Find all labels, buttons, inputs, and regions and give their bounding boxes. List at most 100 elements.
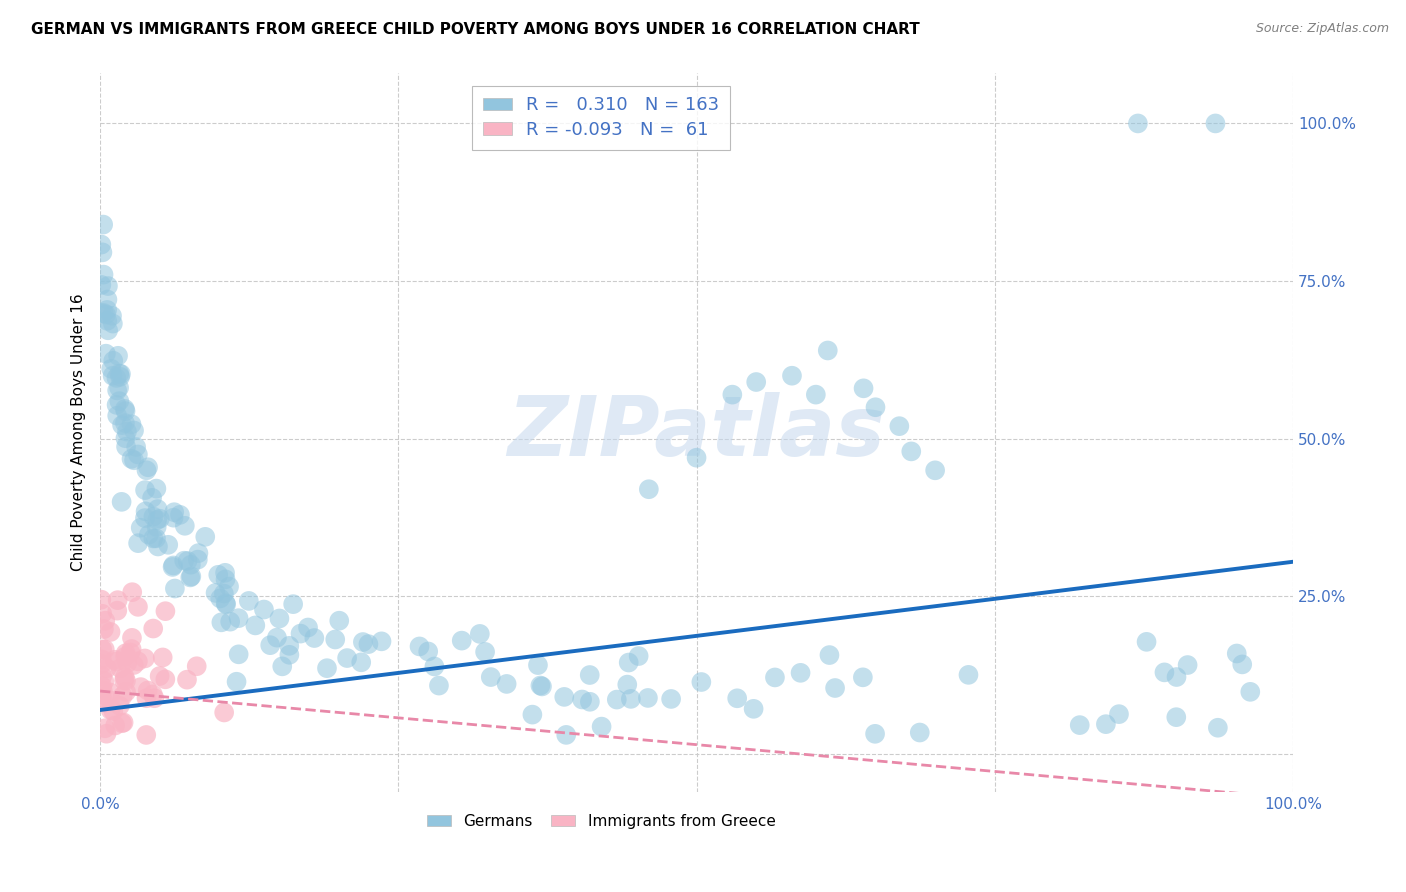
Point <box>146 540 169 554</box>
Point <box>145 532 167 546</box>
Point <box>900 444 922 458</box>
Point <box>107 593 129 607</box>
Point <box>579 695 602 709</box>
Point <box>111 716 134 731</box>
Point <box>228 611 250 625</box>
Point <box>91 679 114 693</box>
Point <box>121 642 143 657</box>
Point <box>370 634 392 648</box>
Point <box>212 706 235 720</box>
Point <box>152 650 174 665</box>
Point <box>120 645 142 659</box>
Point <box>145 482 167 496</box>
Point <box>266 631 288 645</box>
Point <box>97 279 120 293</box>
Point <box>111 418 134 433</box>
Point <box>125 440 148 454</box>
Point <box>100 624 122 639</box>
Point <box>103 353 125 368</box>
Point <box>93 268 115 282</box>
Point <box>350 655 373 669</box>
Point <box>138 527 160 541</box>
Point <box>134 483 156 497</box>
Point <box>94 721 117 735</box>
Point <box>111 689 134 703</box>
Point <box>194 530 217 544</box>
Point <box>818 648 841 662</box>
Point <box>101 368 124 383</box>
Point <box>162 560 184 574</box>
Point <box>110 367 132 381</box>
Point <box>176 554 198 568</box>
Point <box>527 658 550 673</box>
Point <box>163 505 186 519</box>
Point <box>863 727 886 741</box>
Point <box>149 669 172 683</box>
Point <box>108 381 131 395</box>
Point <box>245 618 267 632</box>
Point <box>90 592 112 607</box>
Point <box>94 642 117 657</box>
Point <box>479 670 502 684</box>
Text: GERMAN VS IMMIGRANTS FROM GREECE CHILD POVERTY AMONG BOYS UNDER 16 CORRELATION C: GERMAN VS IMMIGRANTS FROM GREECE CHILD P… <box>31 22 920 37</box>
Legend: Germans, Immigrants from Greece: Germans, Immigrants from Greece <box>420 807 782 835</box>
Point <box>136 683 159 698</box>
Point <box>924 463 946 477</box>
Point <box>155 604 177 618</box>
Point <box>96 314 118 328</box>
Point <box>1069 718 1091 732</box>
Point <box>108 698 131 713</box>
Point <box>143 691 166 706</box>
Point <box>135 728 157 742</box>
Point <box>97 323 120 337</box>
Point <box>105 398 128 412</box>
Point <box>91 683 114 698</box>
Point <box>108 367 131 381</box>
Point <box>104 718 127 732</box>
Point <box>122 453 145 467</box>
Point <box>127 536 149 550</box>
Point <box>1166 710 1188 724</box>
Point <box>115 673 138 688</box>
Point <box>789 665 811 680</box>
Point <box>1232 657 1254 672</box>
Point <box>91 245 114 260</box>
Point <box>1166 670 1188 684</box>
Point <box>817 343 839 358</box>
Point <box>115 685 138 699</box>
Point <box>114 416 136 430</box>
Point <box>186 659 208 673</box>
Point <box>423 659 446 673</box>
Point <box>96 293 118 307</box>
Point <box>114 646 136 660</box>
Point <box>290 626 312 640</box>
Point <box>357 637 380 651</box>
Point <box>214 566 236 580</box>
Point <box>112 715 135 730</box>
Point <box>142 687 165 701</box>
Point <box>468 627 491 641</box>
Point <box>107 349 129 363</box>
Point <box>127 599 149 614</box>
Point <box>90 695 112 709</box>
Point <box>122 657 145 672</box>
Point <box>1126 116 1149 130</box>
Point <box>96 661 118 675</box>
Point <box>176 673 198 687</box>
Point <box>763 670 786 684</box>
Point <box>100 685 122 699</box>
Point <box>259 638 281 652</box>
Y-axis label: Child Poverty Among Boys Under 16: Child Poverty Among Boys Under 16 <box>72 293 86 571</box>
Point <box>173 518 195 533</box>
Point <box>187 552 209 566</box>
Point <box>96 302 118 317</box>
Point <box>427 679 450 693</box>
Point <box>553 690 575 704</box>
Point <box>204 586 226 600</box>
Point <box>96 727 118 741</box>
Point <box>142 509 165 524</box>
Point <box>155 673 177 687</box>
Point <box>215 596 238 610</box>
Point <box>957 668 980 682</box>
Point <box>316 661 339 675</box>
